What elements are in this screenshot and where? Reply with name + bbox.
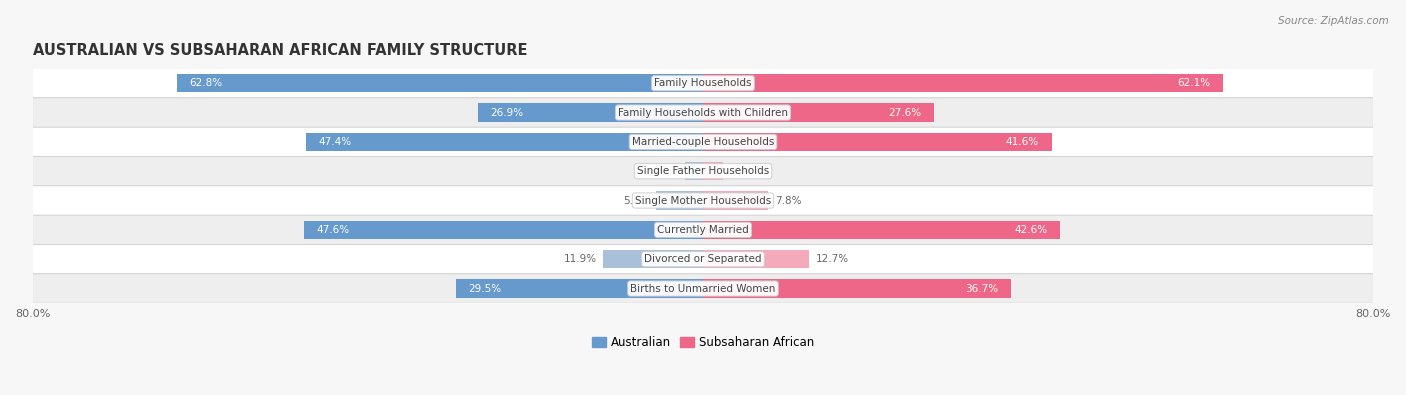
Bar <box>703 103 934 122</box>
Bar <box>703 250 810 268</box>
Text: 12.7%: 12.7% <box>815 254 849 264</box>
Bar <box>703 279 1011 297</box>
FancyBboxPatch shape <box>32 98 1374 127</box>
Text: 29.5%: 29.5% <box>468 284 502 293</box>
Text: Single Father Households: Single Father Households <box>637 166 769 176</box>
Text: 41.6%: 41.6% <box>1005 137 1039 147</box>
FancyBboxPatch shape <box>32 215 1374 245</box>
Bar <box>703 162 723 180</box>
FancyBboxPatch shape <box>32 245 1374 274</box>
Text: 26.9%: 26.9% <box>491 107 523 118</box>
Text: Divorced or Separated: Divorced or Separated <box>644 254 762 264</box>
Bar <box>478 103 703 122</box>
Text: 11.9%: 11.9% <box>564 254 596 264</box>
FancyBboxPatch shape <box>32 69 1374 98</box>
Text: 36.7%: 36.7% <box>965 284 998 293</box>
Bar <box>603 250 703 268</box>
Text: Family Households: Family Households <box>654 78 752 88</box>
Bar <box>703 74 1223 92</box>
Text: Married-couple Households: Married-couple Households <box>631 137 775 147</box>
Text: 7.8%: 7.8% <box>775 196 801 205</box>
FancyBboxPatch shape <box>32 274 1374 303</box>
Text: Single Mother Households: Single Mother Households <box>636 196 770 205</box>
Text: 42.6%: 42.6% <box>1014 225 1047 235</box>
Text: 5.6%: 5.6% <box>623 196 650 205</box>
FancyBboxPatch shape <box>32 156 1374 186</box>
Text: 2.2%: 2.2% <box>651 166 678 176</box>
Bar <box>304 221 703 239</box>
Legend: Australian, Subsaharan African: Australian, Subsaharan African <box>592 336 814 349</box>
Text: 47.4%: 47.4% <box>318 137 352 147</box>
Bar <box>703 133 1052 151</box>
Text: 27.6%: 27.6% <box>889 107 922 118</box>
Bar <box>685 162 703 180</box>
Text: Currently Married: Currently Married <box>657 225 749 235</box>
Bar <box>657 192 703 210</box>
Text: 2.4%: 2.4% <box>730 166 756 176</box>
Text: 62.1%: 62.1% <box>1178 78 1211 88</box>
Text: Births to Unmarried Women: Births to Unmarried Women <box>630 284 776 293</box>
Bar <box>703 221 1060 239</box>
Bar <box>703 192 768 210</box>
FancyBboxPatch shape <box>32 127 1374 156</box>
Bar <box>456 279 703 297</box>
Text: 47.6%: 47.6% <box>316 225 350 235</box>
Bar <box>177 74 703 92</box>
Text: Source: ZipAtlas.com: Source: ZipAtlas.com <box>1278 16 1389 26</box>
Text: 62.8%: 62.8% <box>190 78 222 88</box>
Text: AUSTRALIAN VS SUBSAHARAN AFRICAN FAMILY STRUCTURE: AUSTRALIAN VS SUBSAHARAN AFRICAN FAMILY … <box>32 43 527 58</box>
Text: Family Households with Children: Family Households with Children <box>619 107 787 118</box>
Bar <box>307 133 703 151</box>
FancyBboxPatch shape <box>32 186 1374 215</box>
